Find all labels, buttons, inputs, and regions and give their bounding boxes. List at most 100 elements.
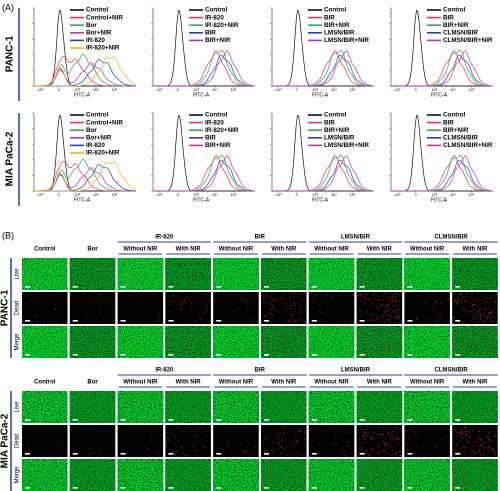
dead-cell xyxy=(394,316,396,318)
dead-cell xyxy=(465,431,467,433)
dead-cell xyxy=(370,438,372,440)
dead-cell xyxy=(479,438,482,440)
column-subheader: Without NIR xyxy=(219,380,254,386)
dead-cell xyxy=(157,451,159,453)
legend-label: Control xyxy=(443,7,466,14)
live-stain xyxy=(404,258,450,290)
dead-cell xyxy=(269,321,271,323)
dead-cell xyxy=(377,299,380,301)
live-stain xyxy=(356,258,403,290)
dead-cell xyxy=(478,445,480,447)
x-tick-label: 10⁵ xyxy=(231,88,237,92)
dead-cell xyxy=(285,338,287,340)
dead-cell xyxy=(372,449,374,451)
dead-cell xyxy=(123,307,125,309)
dead-cell xyxy=(480,455,482,457)
dead-cell xyxy=(358,354,360,356)
dead-cell xyxy=(350,483,352,485)
row-label: Merge xyxy=(15,333,21,351)
micrograph xyxy=(117,459,164,491)
micrograph xyxy=(213,326,259,358)
dead-cell xyxy=(458,433,460,435)
dead-cell xyxy=(291,352,293,354)
dead-cell xyxy=(197,318,199,320)
dead-cell xyxy=(368,454,370,456)
dead-cell xyxy=(285,474,287,476)
dead-cell xyxy=(469,454,472,456)
dead-cell xyxy=(486,480,488,483)
dead-cell xyxy=(478,438,480,440)
dead-cell xyxy=(372,304,374,306)
dead-cell xyxy=(181,305,183,307)
dead-cell xyxy=(175,436,177,438)
x-tick-label: -10³ xyxy=(156,193,163,197)
dead-cell xyxy=(371,478,373,480)
dead-cell xyxy=(313,338,315,340)
dead-cell xyxy=(279,445,281,447)
dead-cell xyxy=(385,311,388,313)
dead-cell xyxy=(457,486,460,488)
dead-cell xyxy=(184,330,186,332)
dead-cell xyxy=(440,301,442,304)
dead-cell xyxy=(194,329,196,331)
dead-cell xyxy=(374,319,376,321)
column-group-header: IR-820 xyxy=(155,235,174,241)
micrograph xyxy=(404,326,450,358)
dead-cell xyxy=(448,298,450,300)
dead-cell xyxy=(441,338,443,340)
x-tick-label: 0 xyxy=(177,88,179,92)
dead-cell xyxy=(493,348,495,350)
dead-cell xyxy=(227,445,229,448)
histogram-curve xyxy=(153,9,255,87)
dead-cell xyxy=(391,312,393,314)
dead-cell xyxy=(266,437,268,439)
dead-cell xyxy=(33,479,35,481)
histogram-curve xyxy=(272,114,374,192)
dead-cell xyxy=(29,481,31,483)
x-tick-label: 10⁵ xyxy=(231,193,237,197)
micrograph xyxy=(165,425,211,457)
micrograph xyxy=(404,459,450,491)
column-subheader: Without NIR xyxy=(314,247,349,253)
scale-bar xyxy=(168,354,174,356)
dead-cell xyxy=(464,296,466,298)
dead-cell xyxy=(283,293,285,295)
live-stain xyxy=(117,459,164,491)
dead-cell xyxy=(362,294,364,296)
dead-cell xyxy=(399,428,401,430)
dead-cell xyxy=(287,320,289,322)
live-stain xyxy=(117,258,164,290)
dead-cell xyxy=(201,438,203,440)
dead-cell xyxy=(464,301,466,303)
dead-cell xyxy=(243,450,245,452)
histogram-curve xyxy=(153,155,255,192)
column-subheader: With NIR xyxy=(271,247,297,253)
dead-cell xyxy=(366,476,368,478)
dead-cell xyxy=(386,305,389,307)
dead-cell xyxy=(395,295,397,298)
dead-cell xyxy=(494,294,496,296)
x-tick-label: -10³ xyxy=(156,88,163,92)
dead-cell xyxy=(459,294,461,296)
dead-cell xyxy=(294,293,296,295)
x-tick-label: 0 xyxy=(296,88,298,92)
x-axis-label: FITC-A xyxy=(431,197,448,203)
dead-cell xyxy=(460,432,462,434)
dead-cell xyxy=(304,322,306,324)
dead-cell xyxy=(286,345,288,347)
dead-cell xyxy=(377,460,380,462)
dead-cell xyxy=(384,313,386,315)
live-stain xyxy=(69,459,116,491)
column-subheader: Without NIR xyxy=(314,380,349,386)
micrograph xyxy=(69,258,116,290)
dead-cell xyxy=(276,434,278,437)
dead-cell xyxy=(195,449,197,451)
dead-cell xyxy=(294,310,296,312)
dead-cell xyxy=(104,466,106,468)
scale-bar xyxy=(168,286,174,288)
dead-cell xyxy=(262,477,264,479)
dead-cell xyxy=(391,433,393,435)
micrograph xyxy=(404,391,450,423)
dead-cell xyxy=(462,433,464,435)
